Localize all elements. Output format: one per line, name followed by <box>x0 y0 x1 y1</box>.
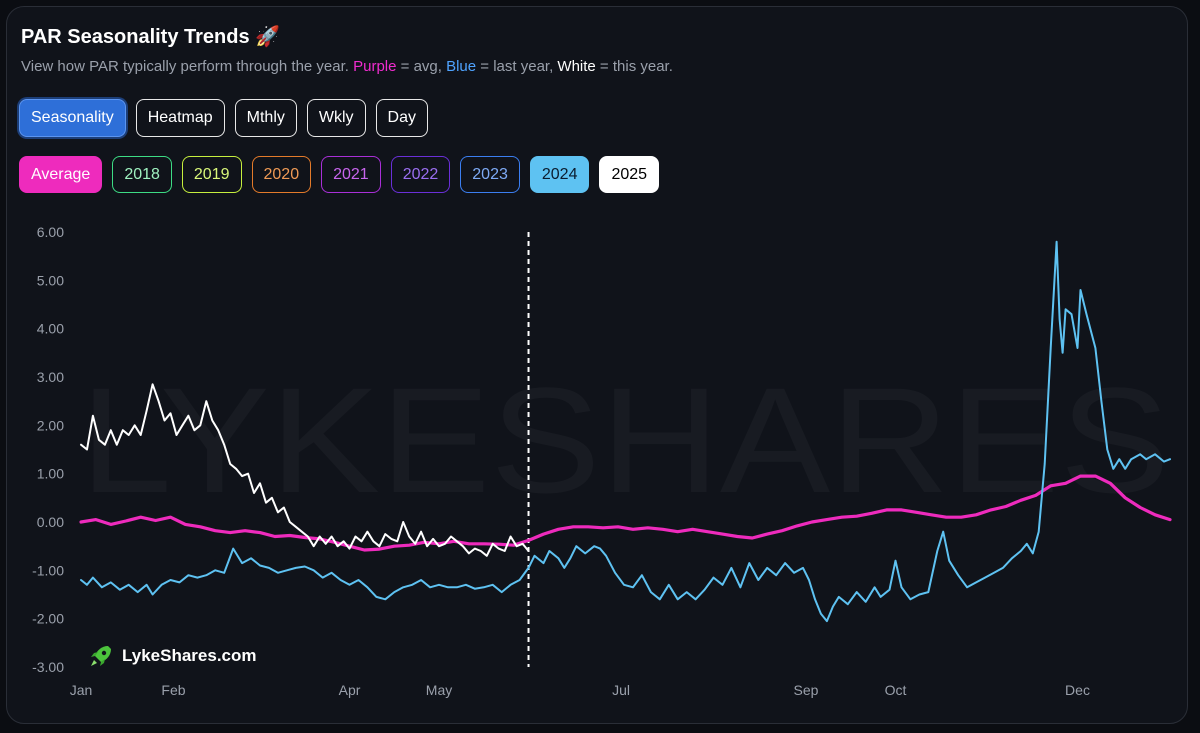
y-tick-label: -1.00 <box>32 562 64 578</box>
page-subtitle: View how PAR typically perform through t… <box>21 58 673 75</box>
y-tick-label: 0.00 <box>37 514 64 530</box>
seasonality-card <box>6 6 1188 724</box>
y-tick-label: -3.00 <box>32 659 64 675</box>
year-chip-2021[interactable]: 2021 <box>321 156 381 193</box>
year-chip-2020[interactable]: 2020 <box>251 156 312 193</box>
y-tick-label: 5.00 <box>37 272 64 288</box>
view-button-mthly[interactable]: Mthly <box>234 99 297 137</box>
x-tick-label: Jan <box>70 682 93 698</box>
view-button-day[interactable]: Day <box>375 99 428 137</box>
year-chip-2024[interactable]: 2024 <box>529 156 590 193</box>
rocket-icon <box>91 646 111 666</box>
x-tick-label: Dec <box>1065 682 1090 698</box>
view-button-seasonality[interactable]: Seasonality <box>19 99 126 137</box>
year-chip-average[interactable]: Average <box>19 156 103 193</box>
brand-logo: LykeShares.com <box>88 643 257 669</box>
y-tick-label: -2.00 <box>32 611 64 627</box>
series-line-average <box>79 474 1172 552</box>
y-tick-label: 3.00 <box>37 369 64 385</box>
year-chip-2022[interactable]: 2022 <box>390 156 451 193</box>
year-chip-2018[interactable]: 2018 <box>112 156 172 193</box>
year-chip-2023[interactable]: 2023 <box>460 156 520 193</box>
y-tick-label: 2.00 <box>37 417 64 433</box>
series-line-2024 <box>80 240 1171 623</box>
x-tick-label: May <box>426 682 452 698</box>
view-toggle-group: Seasonality Heatmap Mthly Wkly Day <box>19 99 428 137</box>
year-filter-group: Average 2018 2019 2020 2021 2022 2023 2024 2025 <box>19 156 660 193</box>
view-button-wkly[interactable]: Wkly <box>306 99 366 137</box>
y-tick-label: 6.00 <box>37 224 64 240</box>
page-title: PAR Seasonality Trends 🚀 <box>21 26 281 48</box>
year-chip-2019[interactable]: 2019 <box>181 156 242 193</box>
x-tick-label: Apr <box>339 682 361 698</box>
y-tick-label: 1.00 <box>37 466 64 482</box>
x-tick-label: Feb <box>161 682 185 698</box>
x-tick-label: Jul <box>612 682 630 698</box>
x-tick-label: Sep <box>794 682 819 698</box>
series-line-2025 <box>80 383 530 557</box>
view-button-heatmap[interactable]: Heatmap <box>135 99 225 137</box>
brand-name: LykeShares.com <box>122 646 257 665</box>
x-tick-label: Oct <box>885 682 907 698</box>
watermark-text: LYKESHARES <box>80 356 1170 524</box>
year-chip-2025[interactable]: 2025 <box>599 156 660 193</box>
y-tick-label: 4.00 <box>37 321 64 337</box>
